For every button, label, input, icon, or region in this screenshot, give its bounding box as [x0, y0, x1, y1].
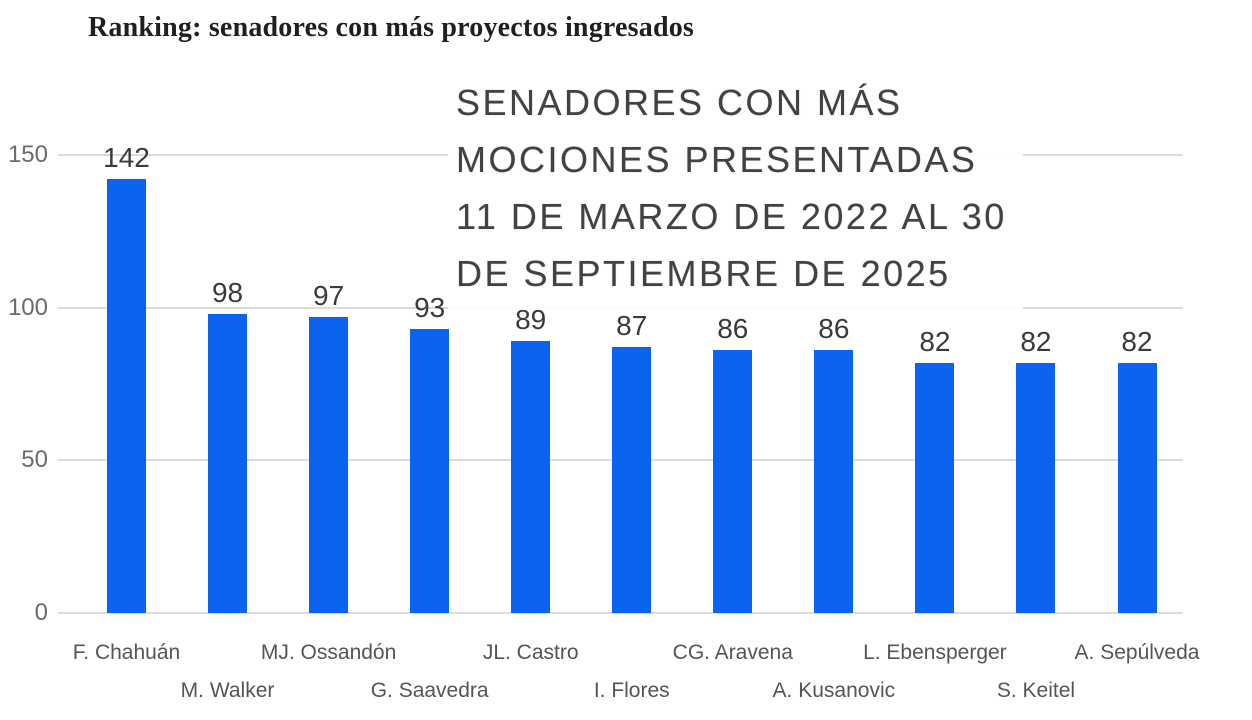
y-axis-tick-label: 50 — [21, 446, 48, 474]
x-axis-tick-label: A. Sepúlveda — [1074, 641, 1200, 664]
x-axis-tick-label: G. Saavedra — [370, 679, 489, 702]
x-axis-tick-label: A. Kusanovic — [772, 679, 896, 702]
chart-title-line: MOCIONES PRESENTADAS — [456, 139, 978, 180]
bar — [1016, 362, 1056, 613]
bar-value-label: 142 — [103, 142, 150, 174]
bar-value-label: 93 — [414, 292, 446, 324]
bar-value-label: 82 — [1121, 325, 1153, 357]
bar-value-label: 82 — [919, 325, 951, 357]
y-axis-tick-label: 0 — [34, 599, 48, 626]
x-axis-tick-label: S. Keitel — [996, 679, 1076, 702]
bar-value-label: 86 — [818, 313, 850, 345]
bar — [107, 179, 146, 613]
x-axis-tick-label: I. Flores — [593, 679, 670, 702]
chart-title-line: DE SEPTIEMBRE DE 2025 — [456, 253, 951, 294]
chart-title-line: 11 DE MARZO DE 2022 AL 30 — [456, 196, 1007, 237]
bar — [814, 350, 854, 613]
bar — [410, 329, 450, 613]
bar — [309, 316, 349, 613]
gridline — [58, 612, 1183, 614]
x-axis-tick-label: F. Chahuán — [72, 641, 181, 664]
x-axis-tick-label: L. Ebensperger — [863, 641, 1007, 664]
bar — [713, 350, 753, 613]
bar — [1117, 362, 1157, 613]
bar-value-label: 86 — [717, 313, 749, 345]
x-axis-tick-label: M. Walker — [180, 679, 275, 702]
x-axis-tick-label: CG. Aravena — [672, 641, 793, 664]
bar-value-label: 87 — [616, 310, 648, 342]
bar — [612, 347, 652, 613]
bar-value-label: 98 — [211, 276, 244, 308]
y-axis-tick-label: 150 — [7, 141, 48, 168]
bar — [915, 362, 955, 613]
bar-value-label: 97 — [313, 279, 345, 311]
bar — [511, 341, 551, 613]
bar-value-label: 82 — [1020, 325, 1052, 357]
x-axis-tick-label: JL. Castro — [482, 641, 579, 664]
y-axis-tick-label: 100 — [7, 293, 48, 321]
chart-title-overlay: SENADORES CON MÁS MOCIONES PRESENTADAS 1… — [448, 70, 1023, 310]
bar — [208, 313, 248, 613]
x-axis-tick-label: MJ. Ossandón — [260, 641, 397, 664]
chart-title-line: SENADORES CON MÁS — [456, 82, 903, 123]
page-title: Ranking: senadores con más proyectos ing… — [88, 12, 695, 43]
